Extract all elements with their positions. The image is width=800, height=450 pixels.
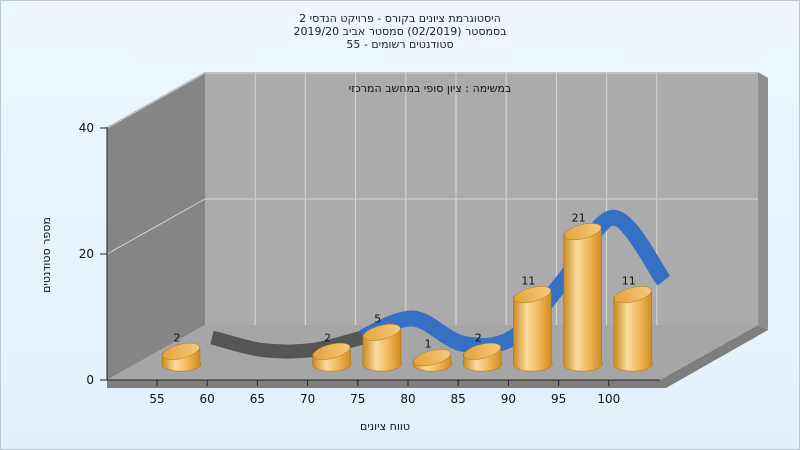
bar-top	[162, 342, 200, 360]
data-label-80: 1	[425, 338, 432, 351]
bar-top	[563, 223, 602, 241]
y-axis-label: מספר סטודנטים	[40, 217, 53, 293]
bar-top	[513, 286, 552, 304]
chart-title-line-2: בסמסטר (02/2019) סמסטר אביב 2019/20	[293, 25, 507, 38]
chart-side-depth-shadow	[758, 72, 768, 330]
bar-top	[312, 342, 351, 360]
data-label-55: 2	[174, 331, 181, 344]
bar-95	[563, 223, 603, 372]
x-tick-label: 65	[250, 392, 265, 406]
y-tick-label: 0	[86, 373, 94, 387]
chart-subtitle: במשימה : ציון סופי במחשב המרכזי	[349, 82, 512, 95]
x-tick-label: 60	[200, 392, 215, 406]
x-tick-label: 80	[400, 392, 415, 406]
data-label-75: 5	[374, 313, 381, 326]
bar-55	[161, 342, 202, 372]
chart-title-line-3: סטודנטים רשומים - 55	[346, 38, 454, 51]
bar-80	[412, 349, 453, 372]
chart-data-labels: 2 2 5 1 2 11 21 11	[174, 212, 636, 351]
x-tick-label: 70	[300, 392, 315, 406]
bar-100	[613, 286, 653, 372]
bar-top	[614, 286, 652, 304]
chart-floor-edge	[107, 325, 768, 388]
x-tick-label: 55	[149, 392, 164, 406]
x-tick-label: 100	[597, 392, 620, 406]
x-axis-label: טווח ציונים	[360, 420, 410, 433]
chart-gridlines	[106, 72, 758, 325]
bar-body	[613, 292, 653, 372]
bar-body	[513, 292, 553, 372]
gridline-side	[106, 198, 206, 255]
x-tick-label: 95	[551, 392, 566, 406]
x-tick-label: 90	[501, 392, 516, 406]
bar-90	[513, 286, 553, 372]
data-label-70: 2	[324, 331, 331, 344]
bar-top	[463, 342, 501, 360]
bar-85	[462, 342, 503, 372]
chart-title-line-1: היסטוגרמת ציונים בקורס - פרויקט הנדסי 2	[299, 12, 501, 25]
bar-75	[362, 323, 402, 372]
bar-body	[563, 229, 603, 372]
data-label-90: 11	[521, 275, 535, 288]
data-label-100: 11	[622, 275, 636, 288]
bar-top	[363, 323, 401, 341]
y-tick-label: 20	[79, 247, 94, 261]
gridline-side	[106, 72, 206, 129]
data-label-95: 21	[572, 212, 586, 225]
bar-70	[312, 342, 352, 372]
x-tick-label: 75	[350, 392, 365, 406]
y-axis: 0 20 40	[79, 121, 108, 387]
x-axis: 55 60 65 70 75 80 85 90 95 100	[107, 379, 660, 406]
data-label-85: 2	[475, 331, 482, 344]
y-tick-label: 40	[79, 121, 94, 135]
bar-top	[413, 349, 451, 367]
x-tick-label: 85	[451, 392, 466, 406]
chart-bars	[161, 223, 653, 372]
